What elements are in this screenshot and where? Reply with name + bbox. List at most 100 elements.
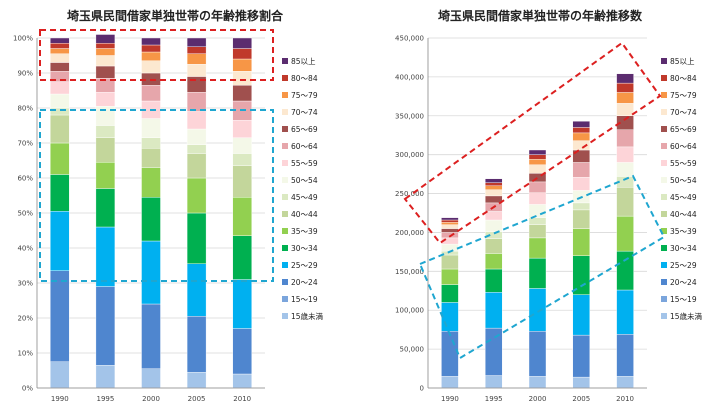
x-tick-label: 1990	[51, 395, 69, 403]
bar-segment	[232, 279, 252, 329]
y-tick-label: 100%	[13, 35, 33, 43]
bar-segment	[528, 237, 547, 259]
legend-swatch	[282, 160, 288, 166]
legend-label: 85以上	[670, 57, 695, 66]
bar-segment	[141, 148, 161, 168]
bar-segment	[186, 46, 207, 54]
bar-segment	[95, 125, 116, 138]
y-tick-label: 40%	[17, 245, 33, 253]
bar-segment	[528, 204, 547, 218]
bar-segment	[141, 137, 161, 149]
bar-segment	[528, 331, 547, 377]
bar-segment	[616, 129, 634, 148]
bar-segment	[50, 53, 70, 63]
y-tick-label: 100,000	[395, 307, 424, 315]
bar-segment	[572, 121, 590, 128]
legend-swatch	[282, 143, 288, 149]
legend-swatch	[282, 279, 288, 285]
bar-segment	[95, 188, 116, 228]
bar-segment	[441, 331, 459, 377]
bar-segment	[485, 219, 503, 232]
bar-segment	[50, 142, 70, 175]
highlight-box	[39, 109, 274, 282]
bar-segment	[485, 185, 503, 190]
bar-segment	[485, 375, 503, 389]
bar-segment	[232, 120, 252, 138]
legend-swatch	[661, 296, 667, 302]
bar-segment	[141, 167, 161, 198]
legend-label: 50～54	[670, 176, 697, 185]
legend-swatch	[661, 262, 667, 268]
legend-label: 30～34	[670, 244, 697, 253]
bar-segment	[186, 263, 207, 317]
bar-segment	[441, 224, 459, 229]
bar-segment	[141, 240, 161, 305]
legend-label: 45～49	[291, 193, 318, 202]
x-tick-label: 2005	[188, 395, 206, 403]
legend-label: 55～59	[670, 159, 697, 168]
legend-swatch	[282, 211, 288, 217]
legend-label: 30～34	[291, 244, 318, 253]
bar-segment	[616, 162, 634, 177]
bar-segment	[528, 181, 547, 193]
bar-segment	[528, 159, 547, 165]
bar-segment	[141, 51, 161, 61]
bar-segment	[616, 103, 634, 116]
legend-swatch	[661, 194, 667, 200]
bar-segment	[441, 376, 459, 389]
legend-swatch	[661, 245, 667, 251]
bar-segment	[616, 92, 634, 104]
legend-label: 60～64	[291, 142, 318, 151]
bar-segment	[95, 48, 116, 56]
bar-segment	[186, 53, 207, 65]
highlight-box	[39, 29, 274, 81]
bar-segment	[95, 365, 116, 389]
legend-swatch	[282, 262, 288, 268]
bar-segment	[95, 286, 116, 366]
legend-label: 75～79	[670, 91, 697, 100]
y-tick-label: 150,000	[395, 268, 424, 276]
legend-swatch	[282, 58, 288, 64]
bar-segment	[232, 328, 252, 375]
legend-swatch	[282, 245, 288, 251]
bar-segment	[186, 144, 207, 154]
legend-label: 45～49	[670, 193, 697, 202]
highlight-box	[418, 174, 666, 360]
bar-segment	[186, 316, 207, 373]
bar-segment	[441, 222, 459, 225]
legend-label: 80～84	[291, 74, 318, 83]
legend-label: 20～24	[670, 278, 697, 287]
x-tick-label: 2000	[529, 395, 547, 403]
bar-segment	[50, 37, 70, 44]
bar-segment	[50, 48, 70, 54]
y-tick-label: 250,000	[395, 190, 424, 198]
bar-segment	[232, 85, 252, 102]
count-chart: 埼玉県民間借家単独世帯の年齢推移数 0 50,000 100,000 150,000 2…	[395, 8, 702, 403]
y-tick-label: 50%	[17, 210, 33, 218]
bar-segment	[485, 268, 503, 293]
y-tick-label: 90%	[17, 70, 33, 78]
bar-segment	[186, 92, 207, 112]
bar-segment	[186, 111, 207, 130]
legend-label: 15～19	[291, 295, 318, 304]
bar-segment	[232, 165, 252, 198]
x-tick-label: 1990	[441, 395, 459, 403]
legend-label: 70～74	[670, 108, 697, 117]
highlight-box	[403, 41, 662, 245]
bar-segment	[616, 250, 634, 291]
bar-segment	[485, 253, 503, 270]
legend-swatch	[661, 211, 667, 217]
bar-segment	[616, 146, 634, 163]
legend-label: 75～79	[291, 91, 318, 100]
bar-segment	[186, 37, 207, 47]
bar-segment	[232, 37, 252, 49]
y-tick-label: 0%	[22, 385, 33, 393]
legend-label: 55～59	[291, 159, 318, 168]
legend-label: 25～29	[670, 261, 697, 270]
bar-segment	[528, 224, 547, 239]
legend-label: 40～44	[291, 210, 318, 219]
bar-segment	[528, 149, 547, 155]
bar-segment	[528, 192, 547, 205]
bar-segment	[141, 85, 161, 102]
